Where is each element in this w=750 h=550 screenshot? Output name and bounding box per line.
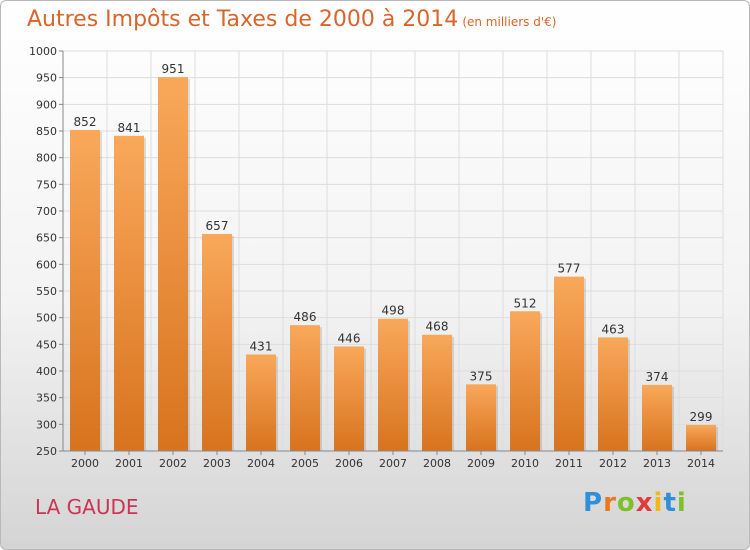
- x-tick-label: 2010: [511, 457, 539, 470]
- place-name: LA GAUDE: [35, 495, 139, 519]
- x-tick-label: 2008: [423, 457, 451, 470]
- y-tick-label: 700: [36, 205, 57, 218]
- y-tick-label: 850: [36, 125, 57, 138]
- data-label: 299: [690, 410, 713, 424]
- data-label: 446: [338, 331, 361, 345]
- bar: [114, 135, 144, 452]
- x-tick-label: 2012: [599, 457, 627, 470]
- bar: [422, 334, 452, 451]
- data-label: 374: [646, 370, 669, 384]
- y-tick-label: 900: [36, 98, 57, 111]
- proxiti-logo[interactable]: Proxiti: [583, 488, 687, 518]
- data-label: 486: [294, 310, 317, 324]
- data-label: 577: [558, 262, 581, 276]
- bar: [290, 325, 320, 451]
- data-label: 657: [206, 219, 229, 233]
- x-tick-label: 2007: [379, 457, 407, 470]
- data-label: 431: [250, 339, 273, 353]
- logo-letter: P: [583, 488, 604, 518]
- data-label: 841: [118, 121, 141, 135]
- chart-title: Autres Impôts et Taxes de 2000 à 2014 (en…: [27, 7, 556, 32]
- data-labels: 852 841 951 657 431 486 446 498 468 375 512 577 463 3…: [74, 62, 713, 424]
- y-tick-label: 950: [36, 72, 57, 85]
- logo-letter: i: [653, 488, 664, 518]
- logo-letter: r: [603, 488, 617, 518]
- y-tick-label: 750: [36, 178, 57, 191]
- axes: 250 300 350 400 450 500 550 600 650 700 750 800 850 9…: [29, 45, 723, 470]
- x-tick-label: 2014: [687, 457, 715, 470]
- x-tick-label: 2003: [203, 457, 231, 470]
- y-tick-label: 1000: [29, 45, 57, 58]
- bar: [510, 311, 540, 451]
- x-tick-label: 2002: [159, 457, 187, 470]
- y-tick-label: 550: [36, 285, 57, 298]
- y-tick-label: 500: [36, 312, 57, 325]
- logo-letter: t: [663, 488, 677, 518]
- chart-subtitle: (en milliers d'€): [462, 15, 557, 29]
- x-tick-label: 2013: [643, 457, 671, 470]
- bar: [554, 276, 584, 451]
- logo-letter: o: [616, 488, 636, 518]
- y-tick-label: 600: [36, 258, 57, 271]
- x-tick-label: 2001: [115, 457, 143, 470]
- y-tick-label: 450: [36, 338, 57, 351]
- chart-title-text: Autres Impôts et Taxes de 2000 à 2014: [27, 7, 459, 32]
- bar: [246, 354, 276, 451]
- bar: [466, 384, 496, 451]
- x-tick-label: 2005: [291, 457, 319, 470]
- bar: [70, 129, 100, 451]
- data-label: 498: [382, 304, 405, 318]
- data-label: 852: [74, 115, 97, 129]
- x-tick-label: 2004: [247, 457, 275, 470]
- y-tick-label: 300: [36, 418, 57, 431]
- x-tick-label: 2000: [71, 457, 99, 470]
- x-tick-label: 2011: [555, 457, 583, 470]
- bar: [686, 424, 716, 451]
- bar: [598, 337, 628, 451]
- data-label: 951: [162, 62, 185, 76]
- y-tick-label: 250: [36, 445, 57, 458]
- bars: [70, 77, 718, 452]
- bar: [202, 233, 232, 451]
- y-tick-label: 650: [36, 232, 57, 245]
- x-tick-label: 2009: [467, 457, 495, 470]
- logo-letter: x: [635, 488, 654, 518]
- data-label: 375: [470, 369, 493, 383]
- y-tick-label: 350: [36, 392, 57, 405]
- logo-letter: i: [676, 488, 687, 518]
- bar: [642, 384, 672, 451]
- bar: [158, 77, 188, 451]
- bar: [378, 318, 408, 451]
- data-label: 512: [514, 296, 537, 310]
- bar: [334, 346, 364, 451]
- y-tick-label: 400: [36, 365, 57, 378]
- x-tick-label: 2006: [335, 457, 363, 470]
- data-label: 463: [602, 322, 625, 336]
- y-tick-label: 800: [36, 152, 57, 165]
- data-label: 468: [426, 320, 449, 334]
